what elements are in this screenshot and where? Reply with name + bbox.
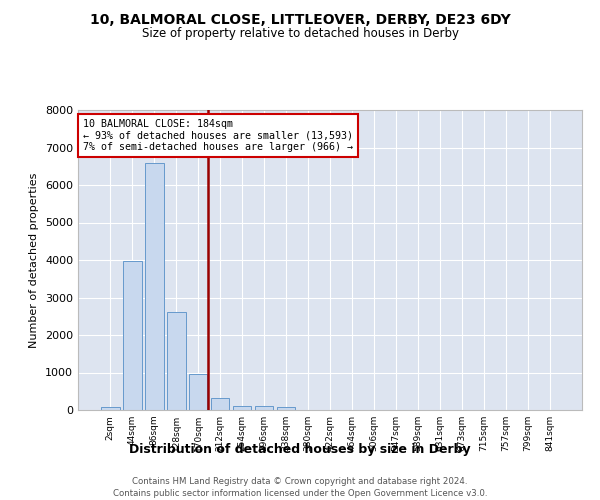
Bar (101, 408, 119, 410)
Y-axis label: Number of detached properties: Number of detached properties (29, 172, 40, 348)
Text: Size of property relative to detached houses in Derby: Size of property relative to detached ho… (142, 28, 458, 40)
Bar (167, 312, 185, 410)
Text: Contains public sector information licensed under the Open Government Licence v3: Contains public sector information licen… (113, 489, 487, 498)
Text: 10 BALMORAL CLOSE: 184sqm
← 93% of detached houses are smaller (13,593)
7% of se: 10 BALMORAL CLOSE: 184sqm ← 93% of detac… (83, 119, 353, 152)
Bar (233, 406, 251, 410)
Text: Distribution of detached houses by size in Derby: Distribution of detached houses by size … (129, 442, 471, 456)
Text: 10, BALMORAL CLOSE, LITTLEOVER, DERBY, DE23 6DY: 10, BALMORAL CLOSE, LITTLEOVER, DERBY, D… (89, 12, 511, 26)
Bar (277, 407, 295, 410)
Bar (255, 406, 274, 410)
Bar (145, 163, 164, 410)
Bar (211, 398, 229, 410)
Bar (123, 261, 142, 410)
Text: Contains HM Land Registry data © Crown copyright and database right 2024.: Contains HM Land Registry data © Crown c… (132, 478, 468, 486)
Bar (189, 374, 208, 410)
